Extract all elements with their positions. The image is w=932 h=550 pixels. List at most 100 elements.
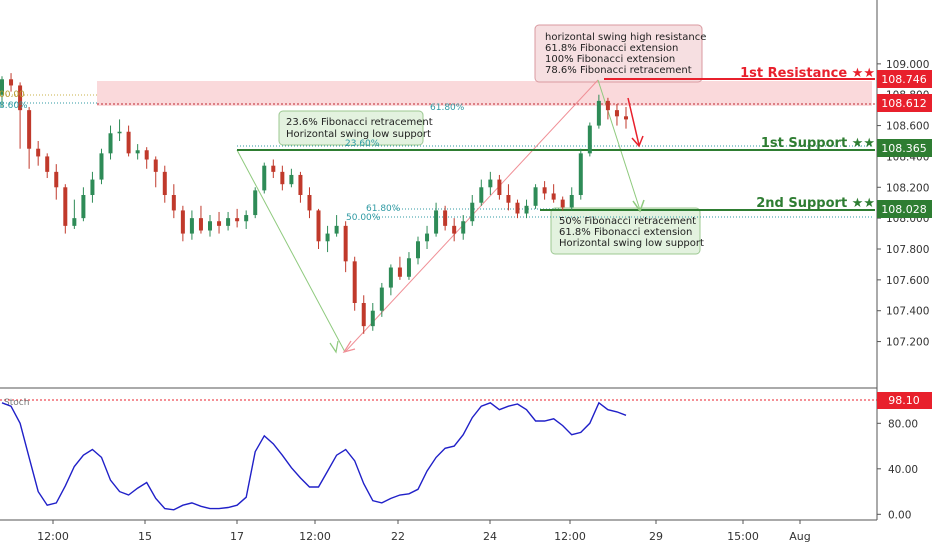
support1-annotation-line: Horizontal swing low support: [286, 129, 431, 140]
support2-annotation: 50% Fibonacci retracement 61.8% Fibonacc…: [559, 216, 704, 249]
time-tick-label: 24: [483, 530, 497, 543]
candle-body: [9, 79, 14, 86]
level-name-res1: 1st Resistance ★★: [740, 66, 875, 81]
candle: [388, 264, 393, 296]
candles-layer: [0, 73, 628, 334]
price-label-res1: 108.746: [881, 73, 927, 86]
fib-label-left-top: 00.00: [0, 90, 25, 100]
arrow-to-support1-shaft: [627, 97, 640, 146]
stoch-value-bg: [877, 392, 932, 409]
candle-body: [425, 233, 430, 242]
time-tick-label: 29: [649, 530, 663, 543]
candle-body: [208, 221, 212, 231]
candle: [325, 225, 330, 253]
candle: [524, 199, 529, 219]
stoch-tick-label: 80.00: [888, 418, 918, 430]
time-tick-label: 12:00: [37, 530, 69, 543]
price-tick-label: 107.800: [886, 244, 929, 256]
candle: [416, 236, 420, 265]
candle: [262, 162, 267, 194]
candle: [560, 196, 565, 211]
candle: [569, 187, 574, 211]
candle: [63, 184, 68, 234]
candle: [542, 181, 547, 200]
candle: [452, 218, 457, 242]
support2-annotation-line: Horizontal swing low support: [559, 238, 704, 249]
candle-body: [470, 202, 475, 222]
price-tick-label: 107.600: [886, 275, 929, 287]
candle-body: [551, 193, 556, 200]
price-label-sup2: 108.028: [881, 203, 927, 216]
candle-body: [569, 195, 574, 208]
candle-body: [0, 79, 4, 95]
stoch-title: Stoch: [4, 398, 29, 408]
candle-body: [542, 187, 547, 194]
candle-body: [45, 156, 50, 172]
fib-label-618-top: 61.80%: [430, 103, 465, 113]
candle-body: [36, 148, 41, 157]
candle-body: [117, 131, 122, 134]
price-tick-label: 109.000: [886, 59, 929, 71]
resistance-annotation-line: 78.6% Fibonacci retracement: [545, 65, 692, 76]
candle-body: [171, 195, 176, 211]
candle-body: [334, 225, 339, 234]
candle: [135, 144, 140, 160]
candle-body: [18, 85, 23, 111]
price-label-res-lo: 108.612: [881, 97, 927, 110]
candle-body: [406, 258, 411, 277]
candle: [253, 187, 258, 219]
candle-body: [180, 210, 185, 234]
candle: [470, 195, 475, 226]
candle: [406, 252, 411, 280]
resistance-annotation-line: horizontal swing high resistance: [545, 32, 706, 43]
stoch-value-label: 98.10: [888, 394, 920, 407]
candle: [162, 165, 167, 203]
stoch-axis[interactable]: 80.00 40.00 0.00: [877, 418, 918, 521]
stoch-tick-label: 0.00: [888, 509, 911, 521]
swing-line-1: [236, 149, 346, 353]
candle: [18, 82, 23, 149]
candle-body: [361, 303, 366, 327]
time-axis[interactable]: 12:00 15 17 12:00 22 24 12:00 29 15:00 Aug: [37, 520, 811, 543]
candle-body: [217, 221, 222, 226]
candle-body: [162, 171, 167, 195]
support1-annotation: 23.6% Fibonacci retracement Horizontal s…: [286, 117, 433, 140]
time-tick-label: 15:00: [727, 530, 759, 543]
candle: [361, 295, 366, 334]
arrow-low-head-2: [342, 340, 356, 353]
price-label-res-lo-bg: [877, 94, 932, 112]
stoch-tick-label: 40.00: [888, 464, 918, 476]
time-tick-label: 22: [391, 530, 405, 543]
candle-body: [307, 195, 312, 211]
stoch-line: [1, 401, 627, 511]
candle-body: [226, 218, 231, 226]
candle-body: [352, 261, 357, 303]
candle-body: [479, 187, 484, 203]
price-tick-label: 108.600: [886, 121, 929, 133]
candle: [497, 174, 502, 200]
candle-body: [271, 165, 276, 172]
time-tick-label: 12:00: [299, 530, 331, 543]
candle: [144, 147, 149, 169]
candle-body: [533, 187, 538, 206]
fib-label-618-mid: 61.80%: [366, 204, 401, 214]
candle-body: [605, 100, 610, 111]
candle: [479, 179, 484, 206]
candle-body: [624, 116, 628, 120]
candle-body: [135, 150, 140, 154]
candle: [605, 97, 610, 120]
candle: [280, 165, 285, 191]
candle-body: [63, 187, 68, 226]
candle-body: [379, 287, 384, 311]
candle: [624, 107, 628, 129]
fib-label-236: 23.60%: [345, 139, 380, 149]
support1-annotation-box: [278, 110, 424, 146]
candle: [587, 122, 592, 157]
candle-body: [81, 195, 86, 219]
resistance-zone: [97, 81, 872, 106]
candle: [379, 282, 384, 317]
candle-body: [560, 199, 565, 208]
candle: [334, 215, 339, 237]
candle: [488, 171, 493, 195]
candle-body: [298, 174, 303, 195]
